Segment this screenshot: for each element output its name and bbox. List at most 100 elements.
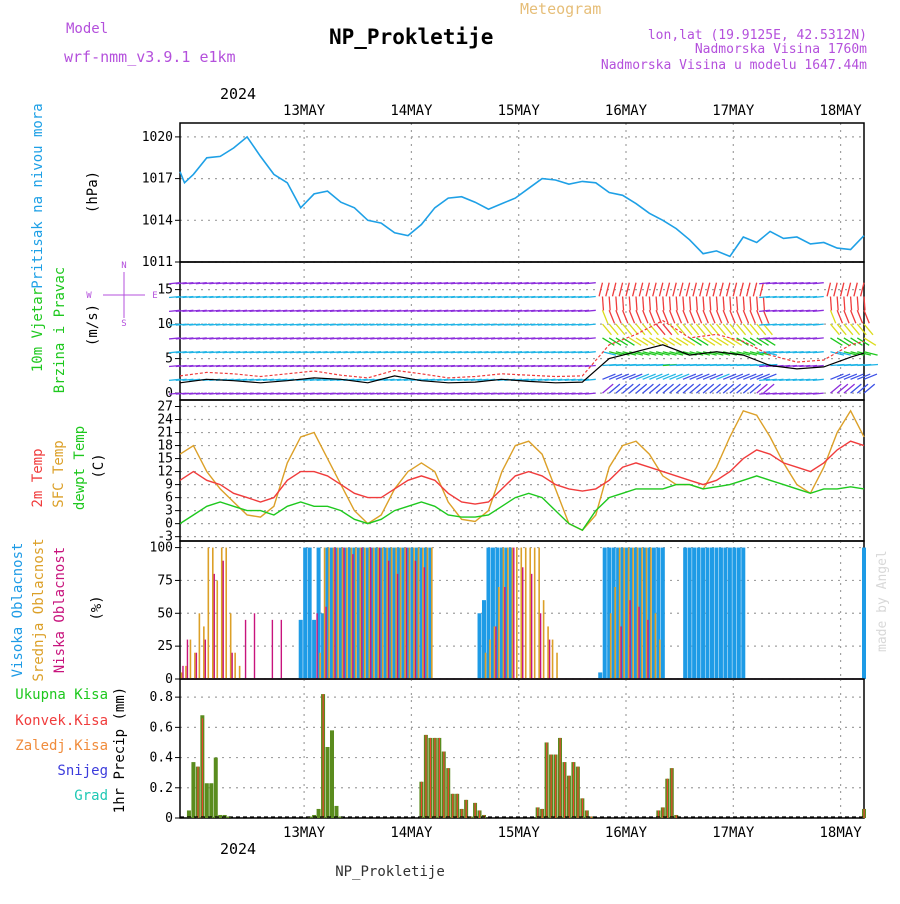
wind-barb xyxy=(762,296,766,311)
total-precip-bar xyxy=(209,783,214,818)
precip-ylabel: 1hr Precip (mm) xyxy=(112,687,128,813)
wind-barb xyxy=(615,310,622,324)
wind-barb xyxy=(729,373,744,380)
conv-precip-bar xyxy=(577,766,579,818)
high-cloud-bar xyxy=(410,547,415,679)
wind-barb xyxy=(863,363,879,367)
wind-barb xyxy=(725,282,731,297)
wind-barb xyxy=(621,296,625,311)
wind-barb xyxy=(675,323,686,336)
mid-cloud-bar xyxy=(319,652,321,679)
wind-barb xyxy=(635,296,638,311)
wind-barb xyxy=(716,383,728,394)
mid-cloud-bar xyxy=(645,547,648,679)
wind-barb xyxy=(584,392,596,395)
wind-barb xyxy=(669,373,683,380)
conv-precip-bar xyxy=(662,807,664,818)
wind-barb xyxy=(608,383,621,394)
temp-ytick-label: -3 xyxy=(157,530,173,545)
high-cloud-bar xyxy=(741,547,746,679)
conv-precip-bar xyxy=(572,762,575,818)
high-cloud-bar xyxy=(692,547,697,679)
wind-barb xyxy=(635,373,650,380)
wind-barb xyxy=(850,337,863,346)
conv-precip-bar xyxy=(546,742,548,818)
mid-cloud-bar xyxy=(390,547,393,679)
wind-barb xyxy=(649,337,662,346)
conv-precip-bar xyxy=(474,802,476,818)
high-cloud-bar xyxy=(383,547,388,679)
conv-precip-bar xyxy=(550,754,552,818)
wind-barb xyxy=(843,310,850,324)
total-precip-bar xyxy=(191,762,196,818)
low-cloud-bar xyxy=(378,547,381,679)
mid-cloud-bar xyxy=(520,547,523,679)
conv-precip-bar xyxy=(568,775,570,818)
mid-cloud-bar xyxy=(238,665,241,679)
pressure-ylabel: Pritisak na nivou mora xyxy=(30,103,46,288)
high-cloud-bar xyxy=(303,547,308,679)
wind-barb xyxy=(749,296,752,311)
temp-unit: (C) xyxy=(91,453,107,478)
high-cloud-bar xyxy=(419,547,424,679)
low-cloud-bar xyxy=(387,560,390,679)
wind-barb xyxy=(584,282,596,285)
wind-barb xyxy=(722,373,737,380)
wind-barb xyxy=(709,383,721,394)
pressure-panel: 1011 1014 1017 1020 xyxy=(142,122,865,270)
mid-cloud-bar xyxy=(211,547,214,679)
high-cloud-bar xyxy=(374,547,379,679)
wind-barb xyxy=(649,373,663,380)
conv-precip-bar xyxy=(671,768,673,818)
bottom-day-label-1: 13MAY xyxy=(283,825,326,841)
wind-barb xyxy=(863,310,870,324)
wind-barb xyxy=(584,295,596,299)
wind-barb xyxy=(662,383,674,394)
mid-cloud-bar xyxy=(180,672,183,679)
wind-barb xyxy=(736,373,750,380)
wind-barb xyxy=(682,323,693,336)
wind-barb xyxy=(699,282,704,297)
wind-barb xyxy=(812,295,824,299)
wind-barb xyxy=(705,282,711,297)
wind-barb xyxy=(675,337,689,346)
wind-barb xyxy=(752,282,758,297)
conv-precip-bar xyxy=(559,737,561,818)
wind-barb xyxy=(662,373,677,380)
high-cloud-bar xyxy=(334,547,339,679)
mid-cloud-bar xyxy=(413,547,415,679)
mid-cloud-bar xyxy=(229,613,232,679)
wind-barb xyxy=(584,337,596,340)
wind-barb xyxy=(759,282,765,297)
wind-barb xyxy=(736,351,751,356)
wind-barb xyxy=(608,323,619,336)
mid-cloud-bar xyxy=(395,547,397,679)
high-cloud-bar xyxy=(321,613,326,679)
wind-barb xyxy=(642,310,649,324)
mid-cloud-bar xyxy=(502,547,505,679)
high-cloud-bar xyxy=(683,547,688,679)
wind-barb xyxy=(729,337,743,346)
wind-barb xyxy=(812,323,824,326)
wind-barb xyxy=(715,296,719,311)
cloud-ytick-label: 75 xyxy=(157,573,173,588)
wind-barb xyxy=(762,323,773,336)
wind-barb xyxy=(742,383,755,394)
wind-barb xyxy=(601,310,609,324)
temp-ytick-label: 9 xyxy=(165,478,173,493)
wind-barb xyxy=(716,373,730,380)
wind-barb xyxy=(729,296,732,311)
wind-barb xyxy=(584,309,596,312)
low-cloud-bar xyxy=(629,600,631,679)
conv-precip-bar xyxy=(479,810,481,818)
wind-barb xyxy=(729,383,742,394)
wind-barb xyxy=(628,310,636,324)
wind-barb xyxy=(702,383,715,394)
high-cloud-bar xyxy=(732,547,737,679)
top-day-label-5: 17MAY xyxy=(712,103,755,119)
mid-cloud-bar xyxy=(337,547,339,679)
low-cloud-bar xyxy=(548,639,551,679)
wind-barb xyxy=(756,323,767,336)
